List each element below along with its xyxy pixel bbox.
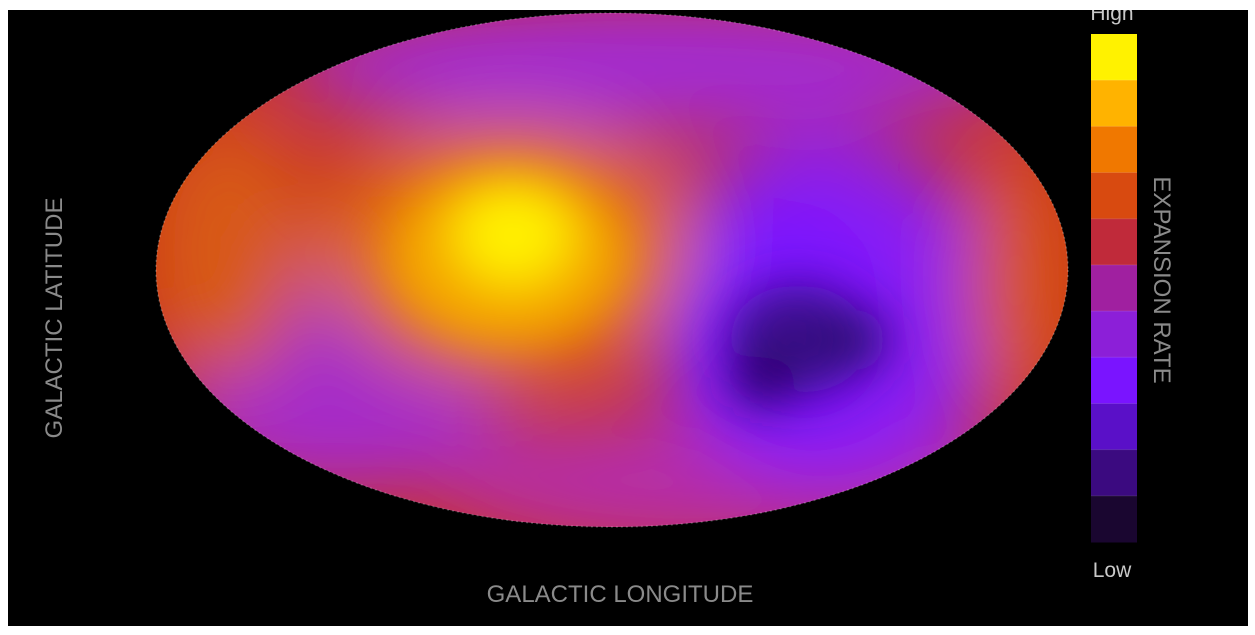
- sky-map: [156, 13, 1068, 527]
- colorbar-segment: [1091, 264, 1137, 312]
- colorbar-title: EXPANSION RATE: [1148, 176, 1175, 383]
- colorbar-segment: [1091, 403, 1137, 451]
- colorbar-high-label: High: [1090, 10, 1133, 25]
- colorbar-low-label: Low: [1093, 559, 1132, 582]
- y-axis-label: GALACTIC LATITUDE: [41, 198, 68, 439]
- colorbar-segment: [1091, 80, 1137, 127]
- sky-map-figure: GALACTIC LONGITUDE GALACTIC LATITUDE Hig…: [8, 10, 1248, 626]
- x-axis-label: GALACTIC LONGITUDE: [487, 581, 754, 608]
- colorbar-segment: [1091, 495, 1137, 543]
- colorbar-segment: [1091, 218, 1137, 266]
- expansion-rate-heatmap-chart: GALACTIC LONGITUDE GALACTIC LATITUDE Hig…: [41, 10, 1175, 608]
- colorbar: [1091, 34, 1137, 543]
- colorbar-segment: [1091, 172, 1137, 220]
- colorbar-segment: [1091, 34, 1137, 81]
- colorbar-segment: [1091, 311, 1137, 358]
- sky-map-border: [155, 12, 1069, 528]
- colorbar-segment: [1091, 449, 1137, 497]
- colorbar-segment: [1091, 126, 1137, 174]
- expansion-rate-hotspots: [388, 165, 888, 405]
- colorbar-segment: [1091, 357, 1137, 404]
